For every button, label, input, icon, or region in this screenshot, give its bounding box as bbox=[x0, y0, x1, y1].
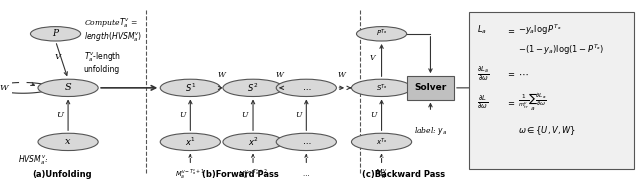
Text: $S^1$: $S^1$ bbox=[185, 82, 196, 94]
Circle shape bbox=[38, 133, 98, 151]
FancyBboxPatch shape bbox=[469, 12, 634, 169]
Text: Compute$T_a^v$ =: Compute$T_a^v$ = bbox=[84, 16, 138, 30]
Text: $\cdots$: $\cdots$ bbox=[303, 170, 310, 178]
Text: $=$: $=$ bbox=[506, 98, 515, 107]
Text: $length(HVSM_a^v)$: $length(HVSM_a^v)$ bbox=[84, 31, 142, 44]
Text: U: U bbox=[295, 111, 301, 119]
Circle shape bbox=[31, 27, 81, 41]
Text: $\frac{\partial L}{\partial \omega}$: $\frac{\partial L}{\partial \omega}$ bbox=[477, 93, 488, 111]
Text: $x^2$: $x^2$ bbox=[248, 136, 259, 148]
Text: (a)Unfolding: (a)Unfolding bbox=[32, 170, 92, 179]
Text: S: S bbox=[65, 83, 72, 92]
Circle shape bbox=[276, 133, 337, 151]
Text: $M_a^{v-T_a^v+2}$: $M_a^{v-T_a^v+2}$ bbox=[238, 168, 268, 181]
Text: $\cdots$: $\cdots$ bbox=[301, 138, 311, 146]
Circle shape bbox=[276, 79, 337, 96]
Circle shape bbox=[160, 79, 220, 96]
Text: V: V bbox=[55, 53, 61, 61]
Text: U: U bbox=[370, 111, 376, 119]
Text: x: x bbox=[65, 137, 71, 146]
Circle shape bbox=[223, 79, 283, 96]
Text: (b)Forward Pass: (b)Forward Pass bbox=[202, 170, 279, 179]
Circle shape bbox=[356, 27, 406, 41]
Text: $x^1$: $x^1$ bbox=[185, 136, 196, 148]
Text: $M_a^{v-T_a^v+1}$: $M_a^{v-T_a^v+1}$ bbox=[175, 168, 205, 181]
Text: U: U bbox=[56, 111, 63, 119]
Text: W: W bbox=[218, 71, 226, 79]
Circle shape bbox=[351, 79, 412, 96]
Text: $=$: $=$ bbox=[506, 69, 515, 78]
Text: P: P bbox=[52, 29, 58, 38]
Text: $L_a$: $L_a$ bbox=[477, 24, 487, 36]
Text: $S^{T_a}$: $S^{T_a}$ bbox=[376, 82, 387, 93]
Circle shape bbox=[38, 79, 98, 96]
Circle shape bbox=[223, 133, 283, 151]
Text: unfolding: unfolding bbox=[84, 65, 120, 74]
Text: $HVSM_a^v$:: $HVSM_a^v$: bbox=[18, 153, 49, 167]
Text: W: W bbox=[276, 71, 284, 79]
Text: $P^{T_a}$: $P^{T_a}$ bbox=[376, 28, 387, 39]
Text: $\omega \in \{U,V,W\}$: $\omega \in \{U,V,W\}$ bbox=[518, 125, 576, 137]
Text: W: W bbox=[0, 84, 8, 92]
Text: $-y_a\log P^{T_a}$: $-y_a\log P^{T_a}$ bbox=[518, 23, 562, 37]
Circle shape bbox=[160, 133, 220, 151]
Text: $M_a^v$: $M_a^v$ bbox=[375, 168, 388, 181]
Text: $x^{T_a}$: $x^{T_a}$ bbox=[376, 136, 387, 148]
Text: $S^2$: $S^2$ bbox=[248, 82, 259, 94]
Text: (c)Backward Pass: (c)Backward Pass bbox=[362, 170, 445, 179]
Text: $-(1-y_a)\log(1-P^{T_a})$: $-(1-y_a)\log(1-P^{T_a})$ bbox=[518, 43, 605, 57]
Text: label: $y_a$: label: $y_a$ bbox=[414, 125, 447, 137]
Text: $T_a^v$-length: $T_a^v$-length bbox=[84, 50, 121, 64]
Text: Solver: Solver bbox=[414, 83, 447, 92]
Text: $\frac{1}{m_{tr}^v}\sum_a \frac{\partial L_a}{\partial \omega}$: $\frac{1}{m_{tr}^v}\sum_a \frac{\partial… bbox=[518, 91, 547, 113]
Text: W: W bbox=[338, 71, 346, 79]
Text: $\cdots$: $\cdots$ bbox=[301, 84, 311, 92]
Text: $\cdots$: $\cdots$ bbox=[518, 68, 529, 78]
Text: U: U bbox=[179, 111, 186, 119]
Circle shape bbox=[351, 133, 412, 151]
Text: U: U bbox=[242, 111, 248, 119]
FancyBboxPatch shape bbox=[407, 76, 454, 100]
Text: $=$: $=$ bbox=[506, 26, 515, 35]
Text: V: V bbox=[369, 54, 375, 62]
Text: $\frac{\partial L_a}{\partial \omega}$: $\frac{\partial L_a}{\partial \omega}$ bbox=[477, 64, 490, 83]
